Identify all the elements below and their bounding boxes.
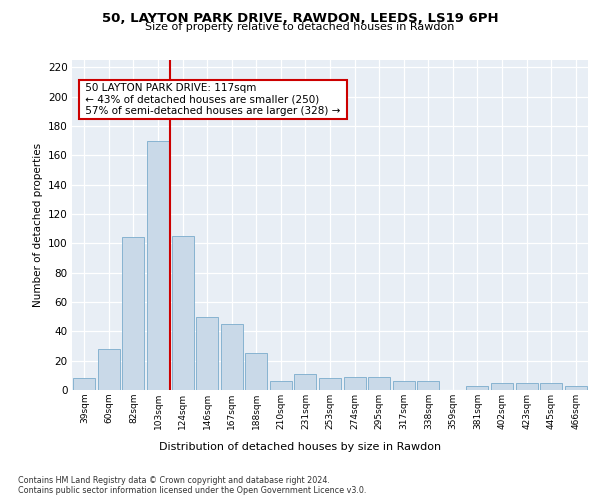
- Bar: [565, 386, 587, 390]
- Bar: [98, 349, 120, 390]
- Text: Contains public sector information licensed under the Open Government Licence v3: Contains public sector information licen…: [18, 486, 367, 495]
- Text: Size of property relative to detached houses in Rawdon: Size of property relative to detached ho…: [145, 22, 455, 32]
- Bar: [368, 377, 390, 390]
- Bar: [540, 382, 562, 390]
- Bar: [491, 382, 513, 390]
- Bar: [73, 378, 95, 390]
- Bar: [515, 382, 538, 390]
- Bar: [344, 377, 365, 390]
- Bar: [172, 236, 194, 390]
- Bar: [245, 354, 268, 390]
- Text: Distribution of detached houses by size in Rawdon: Distribution of detached houses by size …: [159, 442, 441, 452]
- Text: 50, LAYTON PARK DRIVE, RAWDON, LEEDS, LS19 6PH: 50, LAYTON PARK DRIVE, RAWDON, LEEDS, LS…: [101, 12, 499, 26]
- Bar: [122, 238, 145, 390]
- Bar: [417, 381, 439, 390]
- Bar: [319, 378, 341, 390]
- Bar: [466, 386, 488, 390]
- Bar: [221, 324, 243, 390]
- Y-axis label: Number of detached properties: Number of detached properties: [32, 143, 43, 307]
- Text: Contains HM Land Registry data © Crown copyright and database right 2024.: Contains HM Land Registry data © Crown c…: [18, 476, 330, 485]
- Bar: [147, 140, 169, 390]
- Text: 50 LAYTON PARK DRIVE: 117sqm
 ← 43% of detached houses are smaller (250)
 57% of: 50 LAYTON PARK DRIVE: 117sqm ← 43% of de…: [82, 83, 344, 116]
- Bar: [392, 381, 415, 390]
- Bar: [270, 381, 292, 390]
- Bar: [295, 374, 316, 390]
- Bar: [196, 316, 218, 390]
